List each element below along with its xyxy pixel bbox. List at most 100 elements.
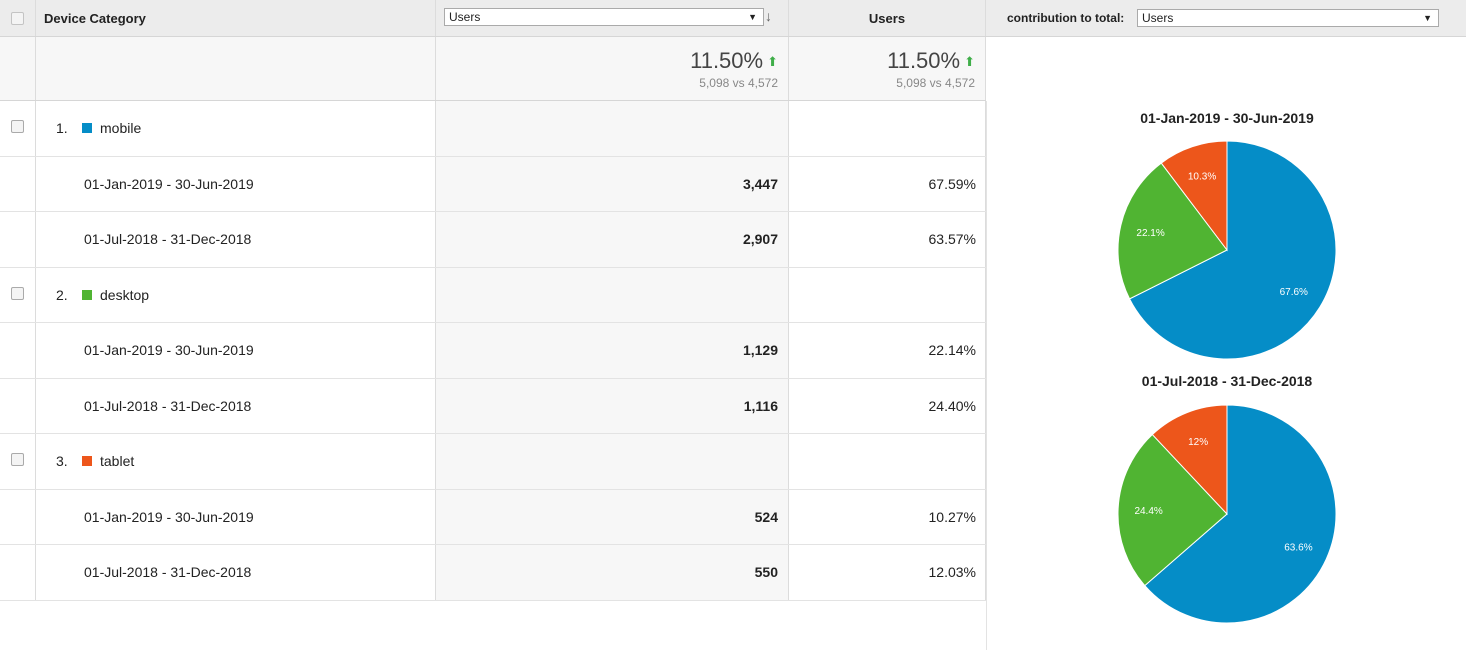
- pie-slice-tablet[interactable]: [1160, 140, 1228, 252]
- metric-select-value: Users: [449, 10, 481, 24]
- row-pct-cell: 24.40%: [789, 378, 986, 433]
- group-index: 2.: [56, 286, 68, 303]
- pie-slice-desktop[interactable]: [1117, 433, 1228, 587]
- group-label-cell: 1. mobile: [36, 101, 436, 156]
- pie-chart: 67.6% 22.1% 10.3%: [1117, 140, 1337, 360]
- totals-row: 11.50% ⬆ 5,098 vs 4,572 11.50% ⬆ 5,098 vs …: [0, 37, 986, 101]
- row-pct-cell: 22.14%: [789, 323, 986, 378]
- group-check-cell: [0, 267, 36, 322]
- row-checkbox[interactable]: [11, 286, 24, 300]
- users-value: 550: [754, 564, 778, 580]
- table-row: 01-Jan-2019 - 30-Jun-2019 1,129 22.14%: [0, 323, 986, 379]
- users-value: 3,447: [742, 175, 778, 192]
- pie-slice-label: 67.6%: [1280, 287, 1308, 298]
- contribution-label: contribution to total:: [1007, 11, 1125, 25]
- up-arrow-icon: ⬆: [964, 54, 975, 70]
- row-value-cell: 3,447: [436, 156, 789, 211]
- group-metric-cell: [436, 267, 789, 322]
- pie-slice-desktop[interactable]: [1117, 162, 1228, 300]
- group-name[interactable]: mobile: [100, 120, 142, 136]
- row-check-cell: [0, 545, 36, 600]
- users-pct: 10.27%: [928, 508, 976, 525]
- row-value-cell: 550: [436, 545, 789, 600]
- select-all-checkbox[interactable]: [11, 12, 24, 25]
- dimension-header[interactable]: Device Category: [44, 11, 146, 26]
- row-period-cell: 01-Jan-2019 - 30-Jun-2019: [36, 323, 436, 378]
- table-row: 01-Jul-2018 - 31-Dec-2018 2,907 63.57%: [0, 212, 986, 268]
- totals-check-cell: [0, 37, 36, 100]
- group-users-cell: [789, 267, 986, 322]
- row-pct-cell: 10.27%: [789, 489, 986, 544]
- group-name[interactable]: desktop: [100, 286, 150, 303]
- group-label-cell: 3. tablet: [36, 434, 436, 489]
- pie-slice-label: 12%: [1188, 437, 1208, 448]
- pie-slice-mobile[interactable]: [1144, 404, 1337, 624]
- group-metric-cell: [436, 434, 789, 489]
- table-header: Device Category Users ▼ ↓ Users: [0, 0, 986, 37]
- sort-down-arrow-icon[interactable]: ↓: [765, 8, 772, 24]
- up-arrow-icon: ⬆: [767, 54, 778, 70]
- pie-title: 01-Jan-2019 - 30-Jun-2019: [1140, 110, 1314, 126]
- users-total-compare: 5,098 vs 4,572: [896, 76, 975, 90]
- group-row-mobile: 1. mobile: [0, 101, 986, 157]
- group-users-cell: [789, 101, 986, 156]
- users-pct: 24.40%: [928, 397, 976, 414]
- group-metric-cell: [436, 101, 789, 156]
- header-dimension-cell: Device Category: [36, 0, 436, 36]
- group-label[interactable]: 1. mobile: [56, 120, 141, 136]
- row-checkbox[interactable]: [11, 120, 24, 133]
- row-checkbox[interactable]: [11, 453, 24, 466]
- header-users-cell: Users: [789, 0, 986, 36]
- group-label[interactable]: 3. tablet: [56, 453, 134, 469]
- users-header[interactable]: Users: [868, 11, 906, 26]
- pie-slice-label: 24.4%: [1134, 506, 1162, 517]
- table-row: 01-Jan-2019 - 30-Jun-2019 3,447 67.59%: [0, 156, 986, 212]
- row-check-cell: [0, 489, 36, 544]
- color-swatch-icon: [82, 456, 92, 466]
- row-pct-cell: 67.59%: [789, 156, 986, 211]
- row-check-cell: [0, 323, 36, 378]
- row-value-cell: 2,907: [436, 212, 789, 267]
- color-swatch-icon: [82, 123, 92, 133]
- users-total: 11.50% ⬆: [887, 48, 975, 74]
- contribution-select[interactable]: Users ▼: [1137, 9, 1439, 27]
- metric-select[interactable]: Users ▼: [444, 8, 764, 26]
- row-check-cell: [0, 212, 36, 267]
- group-check-cell: [0, 434, 36, 489]
- period-label: 01-Jul-2018 - 31-Dec-2018: [84, 231, 252, 247]
- pie-title: 01-Jul-2018 - 31-Dec-2018: [1141, 373, 1313, 389]
- pie-chart: 63.6% 24.4% 12%: [1117, 404, 1337, 624]
- group-label-cell: 2. desktop: [36, 267, 436, 322]
- pie-slice-tablet[interactable]: [1151, 404, 1228, 516]
- period-label: 01-Jan-2019 - 30-Jun-2019: [84, 342, 254, 358]
- period-label: 01-Jul-2018 - 31-Dec-2018: [84, 397, 252, 414]
- row-value-cell: 524: [436, 489, 789, 544]
- totals-users-cell: 11.50% ⬆ 5,098 vs 4,572: [789, 37, 986, 100]
- color-swatch-icon: [82, 289, 92, 300]
- group-row-desktop: 2. desktop: [0, 267, 986, 323]
- contribution-charts: 01-Jan-2019 - 30-Jun-2019 67.6% 22.1% 10.3%…: [986, 101, 1466, 650]
- row-value-cell: 1,116: [436, 378, 789, 433]
- row-pct-cell: 63.57%: [789, 212, 986, 267]
- users-value: 2,907: [742, 231, 778, 247]
- group-label[interactable]: 2. desktop: [56, 287, 149, 303]
- period-label: 01-Jan-2019 - 30-Jun-2019: [84, 508, 254, 525]
- group-check-cell: [0, 101, 36, 156]
- row-period-cell: 01-Jan-2019 - 30-Jun-2019: [36, 489, 436, 544]
- row-period-cell: 01-Jul-2018 - 31-Dec-2018: [36, 378, 436, 433]
- pie-slice-mobile[interactable]: [1128, 140, 1337, 360]
- users-pct: 67.59%: [928, 175, 976, 192]
- group-index: 3.: [56, 453, 68, 469]
- period-label: 01-Jul-2018 - 31-Dec-2018: [84, 564, 252, 580]
- header-metric-cell: Users ▼ ↓: [436, 0, 789, 36]
- data-table: Device Category Users ▼ ↓ Users 11.50% ⬆: [0, 0, 986, 601]
- row-period-cell: 01-Jul-2018 - 31-Dec-2018: [36, 545, 436, 600]
- group-users-cell: [789, 434, 986, 489]
- totals-dimension-cell: [36, 37, 436, 100]
- row-period-cell: 01-Jul-2018 - 31-Dec-2018: [36, 212, 436, 267]
- group-row-tablet: 3. tablet: [0, 434, 986, 490]
- table-row: 01-Jan-2019 - 30-Jun-2019 524 10.27%: [0, 489, 986, 545]
- row-check-cell: [0, 156, 36, 211]
- group-name[interactable]: tablet: [100, 453, 135, 469]
- period-label: 01-Jan-2019 - 30-Jun-2019: [84, 175, 254, 192]
